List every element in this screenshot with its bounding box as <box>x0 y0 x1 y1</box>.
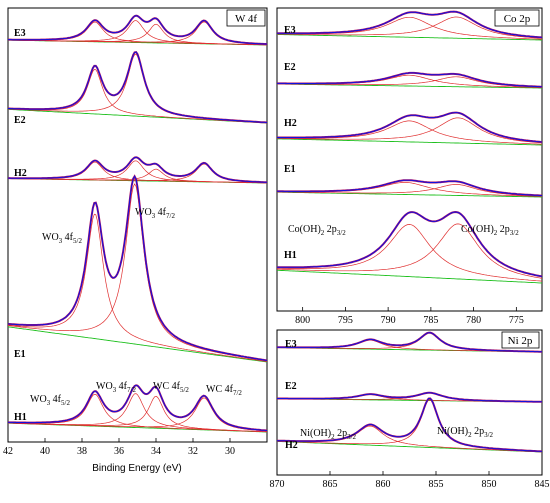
ni2p-x-tick-label-870: 870 <box>270 479 285 490</box>
co2p-stack-H1-component-1 <box>277 223 543 279</box>
co2p-x-tick-label-785: 785 <box>423 315 438 326</box>
ni2p-x-tick-label-845: 845 <box>535 479 550 490</box>
co2p-annotation-right: Co(OH)2 2p3/2 <box>461 224 519 237</box>
ni2p-x-tick-label-865: 865 <box>323 479 338 490</box>
co2p-panel: Co 2p 800 795 790 785 780 775 E3 E2 H2 E1 H1 … <box>276 7 543 326</box>
w4f-frame <box>7 7 268 443</box>
co2p-stack-label-e1: E1 <box>284 164 296 175</box>
ni2p-panel: Ni 2p 870 865 860 855 850 845 E3 E2 H2 Ni(OH)… <box>270 329 550 490</box>
w4f-stack-label-h1: H1 <box>14 412 27 423</box>
w4f-stack-E2-data <box>8 50 268 124</box>
co2p-stack-H1-envelope <box>277 211 543 277</box>
co2p-stack-label-e2: E2 <box>284 62 296 73</box>
ni2p-x-tick-label-855: 855 <box>429 479 444 490</box>
w4f-stack-E2-component-0 <box>8 69 268 124</box>
w4f-title-box <box>226 9 266 27</box>
co2p-stack-H1-background <box>276 269 543 284</box>
w4f-x-tick-label-42: 42 <box>3 446 13 457</box>
w4f-x-tick-label-38: 38 <box>77 446 87 457</box>
w4f-curves <box>7 14 268 433</box>
co2p-stack-E3-background <box>277 34 542 41</box>
co2p-annotation-left: Co(OH)2 2p3/2 <box>288 224 346 237</box>
ni2p-curves <box>276 331 543 453</box>
co2p-x-tick-label-780: 780 <box>466 315 481 326</box>
co2p-x-tick-label-795: 795 <box>338 315 353 326</box>
w4f-x-tick-label-30: 30 <box>225 446 235 457</box>
w4f-stack-E2-component-1 <box>8 53 268 123</box>
w4f-stack-E1-envelope <box>7 175 268 361</box>
w4f-x-axis: 42 40 38 36 34 32 30 <box>3 438 235 457</box>
w4f-stack-H2-envelope <box>8 156 268 183</box>
ni2p-x-tick-label-860: 860 <box>376 479 391 490</box>
ni2p-annotation-left: Ni(OH)2 2p3/2 <box>300 428 357 441</box>
w4f-x-axis-label: Binding Energy (eV) <box>92 463 182 474</box>
w4f-stack-H1-component-3 <box>8 397 268 432</box>
w4f-annotation-wo3-4f72-h1: WO3 4f7/2 <box>96 381 136 394</box>
co2p-stack-H2-envelope <box>277 112 543 143</box>
co2p-stack-H1-component-0 <box>277 224 543 282</box>
co2p-title: Co 2p <box>504 13 531 25</box>
ni2p-x-axis: 870 865 860 855 850 845 <box>270 471 550 490</box>
w4f-annotation-wc-4f72: WC 4f7/2 <box>206 384 242 397</box>
co2p-stack-label-h1: H1 <box>284 250 297 261</box>
co2p-curves <box>276 10 543 284</box>
w4f-stack-label-e1: E1 <box>14 349 26 360</box>
co2p-stack-E1-component-1 <box>276 184 543 197</box>
ni2p-stack-label-e2: E2 <box>285 381 297 392</box>
w4f-x-tick-label-36: 36 <box>114 446 124 457</box>
w4f-x-tick-label-32: 32 <box>188 446 198 457</box>
w4f-stack-E2-envelope <box>8 51 268 123</box>
w4f-annotation-wo3-4f52-e1: WO3 4f5/2 <box>42 232 82 245</box>
w4f-stack-E1-background <box>7 326 268 363</box>
ni2p-stack-E2-envelope <box>277 392 542 403</box>
co2p-x-tick-label-775: 775 <box>509 315 524 326</box>
w4f-x-tick-label-34: 34 <box>151 446 161 457</box>
co2p-x-tick-label-800: 800 <box>295 315 310 326</box>
ni2p-stack-H2-envelope <box>277 397 543 452</box>
co2p-stack-H2-component-1 <box>276 117 543 144</box>
ni2p-x-tick-label-850: 850 <box>482 479 497 490</box>
w4f-stack-label-e2: E2 <box>14 115 26 126</box>
co2p-stack-E1-background <box>277 191 542 198</box>
co2p-stack-E3-component-1 <box>277 16 542 39</box>
w4f-stack-E1-component-0 <box>7 213 268 362</box>
w4f-annotation-wc-4f52: WC 4f5/2 <box>153 381 189 394</box>
co2p-stack-H2-background <box>276 138 542 146</box>
ni2p-title: Ni 2p <box>508 335 533 347</box>
co2p-frame <box>276 7 543 312</box>
ni2p-stack-label-e3: E3 <box>285 339 297 350</box>
co2p-stack-E2-envelope <box>277 72 542 88</box>
ni2p-stack-label-h2: H2 <box>285 440 298 451</box>
co2p-stack-H2-component-0 <box>277 120 542 145</box>
co2p-title-box <box>494 9 540 27</box>
co2p-stack-label-e3: E3 <box>284 25 296 36</box>
w4f-title: W 4f <box>235 13 257 25</box>
co2p-stack-E1-envelope <box>277 179 542 196</box>
w4f-stack-E3-envelope <box>8 15 268 45</box>
ni2p-annotation-right: Ni(OH)2 2p3/2 <box>437 426 494 439</box>
ni2p-stack-E3-envelope <box>277 332 542 353</box>
co2p-x-tick-label-790: 790 <box>381 315 396 326</box>
w4f-x-tick-label-40: 40 <box>40 446 50 457</box>
w4f-panel: W 4f 42 40 38 36 34 32 30 Binding Energy (eV) … <box>3 7 268 474</box>
co2p-stack-E3-envelope <box>277 11 543 38</box>
w4f-stack-E1-data <box>7 174 268 362</box>
co2p-x-axis: 800 795 790 785 780 775 <box>295 307 524 326</box>
w4f-stack-label-e3: E3 <box>14 28 26 39</box>
w4f-annotation-wo3-4f72-e1: WO3 4f7/2 <box>135 207 175 220</box>
w4f-stack-label-h2: H2 <box>14 168 27 179</box>
co2p-stack-label-h2: H2 <box>284 118 297 129</box>
w4f-stack-H1-envelope <box>7 384 268 431</box>
ni2p-title-box <box>501 331 540 349</box>
w4f-annotation-wo3-4f52-h1: WO3 4f5/2 <box>30 394 70 407</box>
